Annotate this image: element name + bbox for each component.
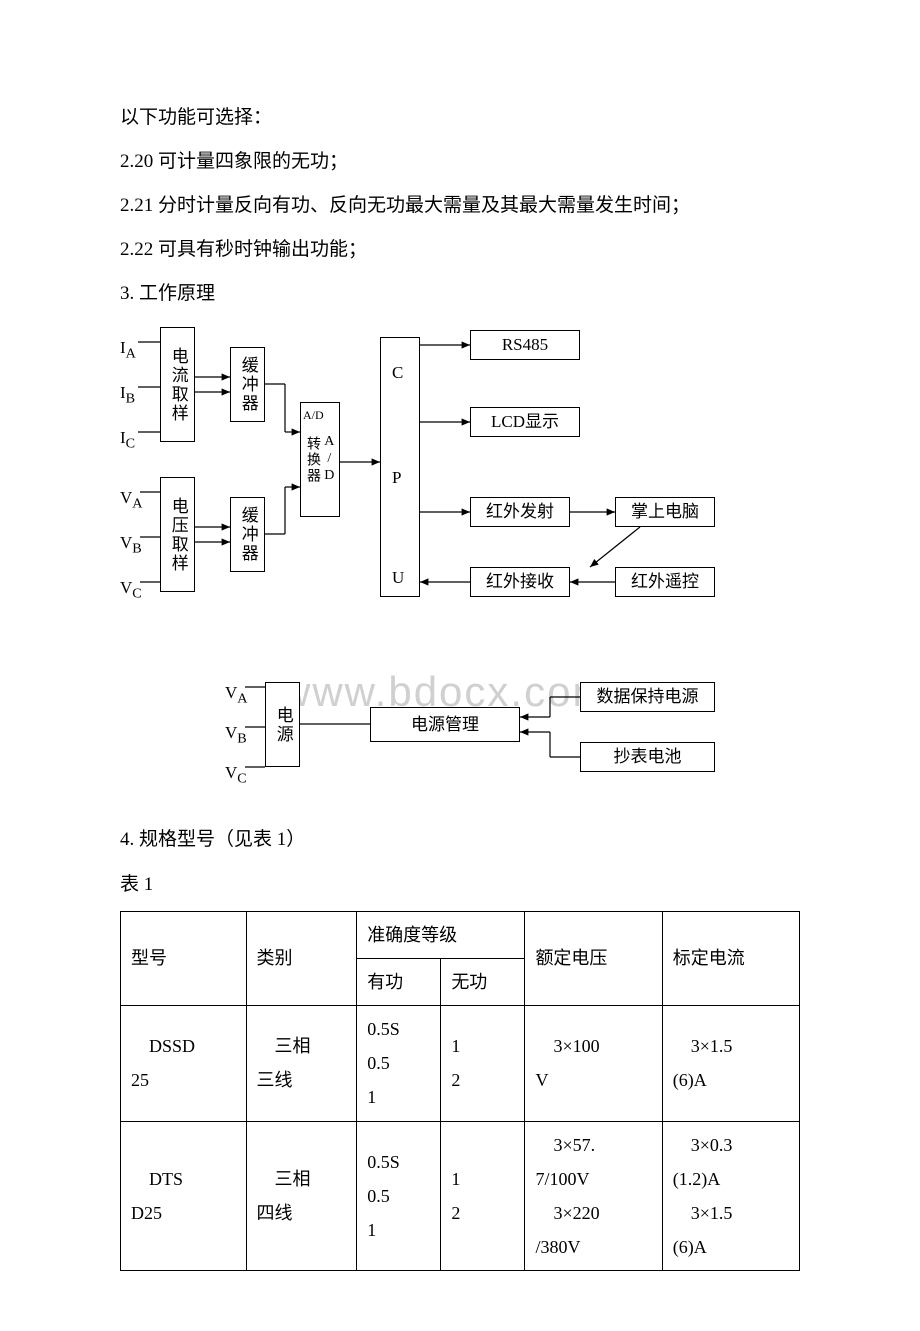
cell-type: 三相四线 [246, 1121, 357, 1271]
th-model: 型号 [121, 911, 247, 1005]
th-reactive: 无功 [441, 958, 525, 1005]
cell-reactive: 12 [441, 1006, 525, 1122]
diagram-connections [120, 322, 740, 802]
table-header-row: 型号 类别 准确度等级 额定电压 标定电流 [121, 911, 800, 958]
item-2-20: 2.20 可计量四象限的无功； [120, 144, 800, 180]
table-row: DTSD25 三相四线 0.5S0.51 12 3×57.7/100V 3×22… [121, 1121, 800, 1271]
cell-current: 3×1.5(6)A [662, 1006, 799, 1122]
cell-type: 三相三线 [246, 1006, 357, 1122]
cell-voltage: 3×57.7/100V 3×220/380V [525, 1121, 662, 1271]
th-current: 标定电流 [662, 911, 799, 1005]
item-2-22: 2.22 可具有秒时钟输出功能； [120, 232, 800, 268]
th-type: 类别 [246, 911, 357, 1005]
th-voltage: 额定电压 [525, 911, 662, 1005]
cell-current: 3×0.3(1.2)A 3×1.5(6)A [662, 1121, 799, 1271]
cell-reactive: 12 [441, 1121, 525, 1271]
block-diagram: IA IB IC VA VB VC 电流取样 电压取样 缓冲器 缓冲器 A/D转… [120, 322, 740, 802]
th-active: 有功 [357, 958, 441, 1005]
spec-table: 型号 类别 准确度等级 额定电压 标定电流 有功 无功 DSSD25 三相三线 … [120, 911, 800, 1272]
section-3: 3. 工作原理 [120, 276, 800, 312]
th-accuracy: 准确度等级 [357, 911, 525, 958]
cell-model: DSSD25 [121, 1006, 247, 1122]
cell-voltage: 3×100V [525, 1006, 662, 1122]
item-2-21: 2.21 分时计量反向有功、反向无功最大需量及其最大需量发生时间； [120, 188, 800, 224]
cell-active: 0.5S0.51 [357, 1006, 441, 1122]
table-caption: 表 1 [120, 867, 800, 903]
cell-active: 0.5S0.51 [357, 1121, 441, 1271]
intro-line: 以下功能可选择： [120, 100, 800, 136]
section-4: 4. 规格型号（见表 1） [120, 822, 800, 858]
cell-model: DTSD25 [121, 1121, 247, 1271]
table-row: DSSD25 三相三线 0.5S0.51 12 3×100V 3×1.5(6)A [121, 1006, 800, 1122]
